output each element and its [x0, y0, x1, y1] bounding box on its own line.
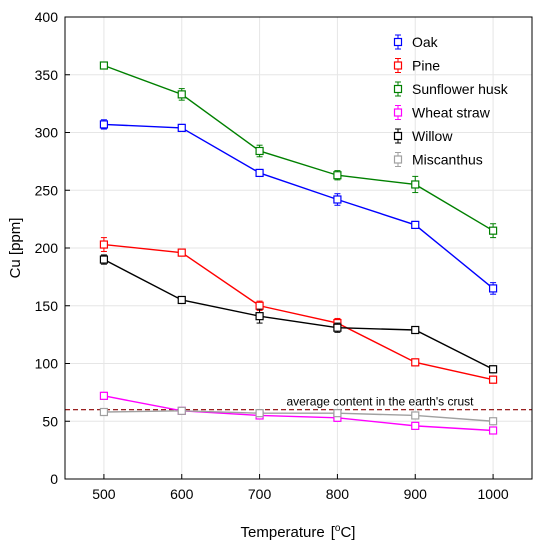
legend-marker	[393, 61, 403, 70]
x-tick-label: 800	[326, 486, 350, 502]
legend: Oak Pine Sunflower husk Wheat straw Willow Mi…	[393, 34, 509, 168]
reference-line-label: average content in the earth's crust	[286, 395, 474, 409]
y-axis-title: Cu [ppm]	[7, 218, 24, 279]
x-tick-label: 900	[404, 486, 428, 502]
y-tick-label: 200	[35, 240, 59, 256]
legend-marker	[393, 84, 403, 94]
data-point	[488, 375, 498, 384]
data-point	[488, 284, 498, 293]
series-group	[99, 61, 498, 435]
data-point	[177, 406, 186, 415]
legend-label: Oak	[412, 34, 439, 50]
y-tick-label: 400	[35, 9, 59, 25]
data-point	[411, 358, 420, 367]
axis-ticks: 0 50 100 150 200 250 300 350 400 500 600 700 800 900 1…	[35, 9, 509, 502]
y-tick-label: 300	[35, 125, 59, 141]
data-point	[488, 417, 498, 426]
data-point	[177, 295, 186, 305]
data-point	[99, 407, 109, 417]
data-point	[411, 411, 420, 420]
data-point	[333, 323, 342, 332]
legend-label: Miscanthus	[412, 152, 483, 168]
series-line	[103, 243, 494, 381]
data-point	[255, 146, 264, 156]
y-tick-label: 350	[35, 67, 59, 83]
data-point	[333, 171, 342, 180]
data-point	[99, 240, 109, 249]
data-point	[99, 255, 109, 264]
data-point	[177, 90, 186, 99]
data-point	[333, 195, 342, 204]
series-line	[103, 410, 494, 422]
data-point	[99, 61, 109, 70]
y-tick-label: 150	[35, 298, 59, 314]
series-line	[103, 64, 494, 232]
data-point	[255, 409, 264, 418]
legend-label: Sunflower husk	[412, 81, 509, 97]
legend-label: Willow	[412, 128, 453, 144]
data-point	[99, 391, 109, 400]
x-axis-title: Temperature [oC]	[241, 523, 356, 541]
x-axis-title-text: Temperature	[241, 524, 325, 541]
data-point	[177, 248, 186, 257]
data-point	[411, 220, 420, 229]
x-tick-label: 500	[92, 486, 116, 502]
legend-marker	[393, 108, 403, 117]
y-tick-label: 250	[35, 182, 59, 198]
reference-line-group: average content in the earth's crust	[65, 395, 532, 411]
legend-label: Wheat straw	[412, 105, 491, 121]
y-tick-label: 0	[50, 471, 58, 487]
grid-lines	[65, 17, 532, 479]
legend-marker	[393, 37, 403, 47]
x-tick-label: 1000	[478, 486, 509, 502]
series-line	[103, 123, 494, 289]
legend-marker	[393, 155, 403, 164]
legend-label: Pine	[412, 58, 440, 74]
data-point	[488, 426, 498, 435]
x-axis-unit-degree: o	[335, 523, 341, 534]
x-axis-unit: [	[331, 524, 336, 541]
x-axis-unit-celsius: C]	[340, 524, 355, 541]
series-line	[103, 258, 494, 370]
legend-marker	[393, 131, 403, 141]
x-tick-label: 600	[170, 486, 194, 502]
series-line	[103, 395, 494, 432]
y-tick-label: 50	[42, 413, 58, 429]
data-point	[255, 301, 264, 310]
data-point	[411, 325, 420, 335]
data-point	[333, 409, 342, 418]
data-point	[255, 312, 264, 321]
data-point	[411, 180, 420, 189]
y-tick-label: 100	[35, 356, 59, 372]
x-tick-label: 700	[248, 486, 272, 502]
data-point	[411, 421, 420, 430]
data-point	[255, 168, 264, 178]
data-point	[488, 365, 498, 374]
data-point	[99, 120, 109, 129]
data-point	[488, 226, 498, 235]
data-point	[177, 123, 186, 132]
